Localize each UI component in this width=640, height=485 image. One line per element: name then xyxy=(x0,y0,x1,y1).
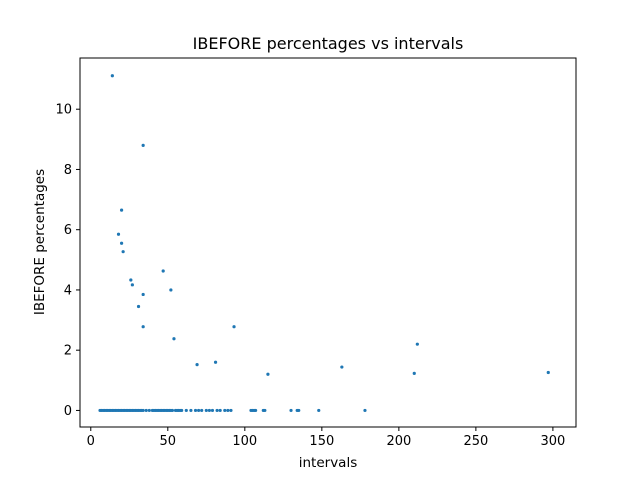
data-point xyxy=(136,304,141,309)
data-point xyxy=(210,408,215,413)
y-tick-label: 6 xyxy=(64,223,72,238)
data-point xyxy=(193,408,198,413)
data-point xyxy=(197,408,201,413)
data-point xyxy=(317,408,321,413)
x-tick-label: 150 xyxy=(309,434,334,449)
x-tick-label: 0 xyxy=(87,434,95,449)
data-point xyxy=(223,408,227,413)
x-tick-label: 300 xyxy=(540,434,565,449)
data-point xyxy=(200,408,204,413)
data-point xyxy=(229,408,233,413)
data-point xyxy=(213,360,218,364)
data-point xyxy=(207,408,211,413)
data-point xyxy=(226,408,230,413)
data-point xyxy=(415,342,419,346)
data-point xyxy=(189,408,193,413)
x-tick-label: 200 xyxy=(386,434,411,449)
data-point xyxy=(412,371,416,375)
data-point xyxy=(141,143,145,147)
data-point xyxy=(297,408,301,413)
x-tick-label: 250 xyxy=(463,434,488,449)
x-axis-label: intervals xyxy=(299,455,358,471)
y-tick-label: 2 xyxy=(64,344,72,359)
data-point xyxy=(141,408,145,413)
data-point xyxy=(263,408,267,413)
data-point xyxy=(218,408,222,413)
data-point xyxy=(119,208,124,212)
data-point xyxy=(254,408,258,413)
data-point xyxy=(204,408,208,413)
data-point xyxy=(184,408,188,413)
data-point xyxy=(121,250,125,254)
x-tick-label: 100 xyxy=(232,434,257,449)
data-point xyxy=(141,292,145,297)
plot-area xyxy=(98,74,550,413)
data-point xyxy=(195,363,199,367)
data-point xyxy=(232,325,236,329)
data-point xyxy=(169,288,173,292)
chart-title: IBEFORE percentages vs intervals xyxy=(193,34,464,53)
y-tick-label: 0 xyxy=(64,404,72,419)
x-axis: 0 50 100 150 200 250 300 xyxy=(87,427,565,449)
x-tick-label: 50 xyxy=(160,434,177,449)
data-point xyxy=(130,283,134,287)
data-point xyxy=(172,337,176,341)
data-point xyxy=(119,241,124,245)
data-point xyxy=(141,325,145,329)
y-tick-label: 8 xyxy=(64,163,72,178)
data-point xyxy=(161,269,165,273)
data-point xyxy=(144,408,148,413)
data-point xyxy=(215,408,219,413)
y-tick-label: 4 xyxy=(64,283,72,298)
data-point xyxy=(289,408,293,413)
y-tick-label: 10 xyxy=(55,103,72,118)
y-axis-label: IBEFORE percentages xyxy=(32,169,48,315)
y-axis: 0 2 4 6 8 10 xyxy=(55,103,80,419)
data-point xyxy=(110,74,114,78)
data-point xyxy=(170,408,175,413)
data-point xyxy=(266,372,270,376)
data-point xyxy=(363,408,367,413)
data-point xyxy=(116,232,121,236)
data-point xyxy=(340,365,344,369)
axes-frame xyxy=(79,57,577,428)
data-point xyxy=(147,408,151,413)
data-point xyxy=(546,370,550,375)
data-point xyxy=(129,278,133,282)
data-point xyxy=(180,408,184,413)
